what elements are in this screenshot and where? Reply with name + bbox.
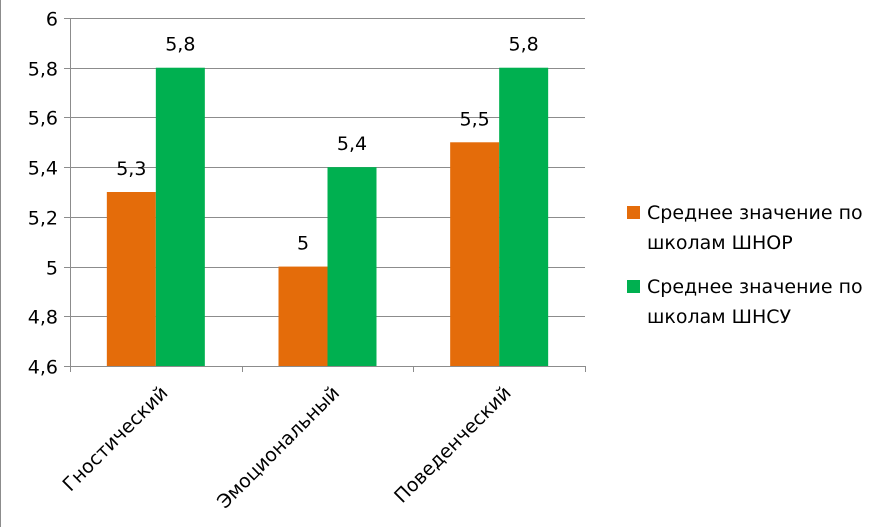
bar: [155, 67, 205, 366]
y-tick-label: 5: [46, 258, 58, 280]
data-label: 5,5: [460, 108, 490, 130]
bars: [106, 67, 549, 366]
bar: [450, 142, 500, 366]
data-label: 5,8: [509, 34, 539, 56]
category-labels: Гностический Эмоциональный Поведенческий: [59, 382, 516, 513]
y-tick-label: 5,4: [28, 158, 58, 180]
bar: [106, 192, 156, 366]
category-label: Поведенческий: [390, 382, 516, 508]
legend-entry: Среднее значение по школам ШНСУ: [647, 276, 863, 328]
y-tick-labels: 4,6 4,8 5 5,2 5,4 5,6 5,8 6: [28, 9, 58, 379]
data-label: 5,3: [116, 158, 146, 180]
y-tick-label: 5,2: [28, 208, 58, 230]
legend-entry: Среднее значение по школам ШНОР: [647, 202, 863, 254]
y-tick-label: 4,6: [28, 357, 58, 379]
category-label: Эмоциональный: [213, 382, 344, 513]
legend-swatch: [627, 206, 640, 219]
data-label: 5,4: [337, 133, 367, 155]
axes: [64, 18, 586, 372]
y-tick-label: 4,8: [28, 307, 58, 329]
data-label: 5,8: [165, 34, 195, 56]
data-label: 5: [297, 233, 309, 255]
bar: [327, 167, 377, 366]
bar: [278, 266, 328, 366]
bar: [499, 67, 549, 366]
y-tick-label: 5,8: [28, 59, 58, 81]
y-tick-label: 6: [46, 9, 58, 31]
y-tick-label: 5,6: [28, 108, 58, 130]
legend: Среднее значение по школам ШНОР Среднее зн…: [627, 202, 863, 328]
category-label: Гностический: [59, 382, 173, 496]
data-labels: 5,3 5,8 5 5,4 5,5 5,8: [116, 34, 539, 255]
legend-swatch: [627, 280, 640, 293]
